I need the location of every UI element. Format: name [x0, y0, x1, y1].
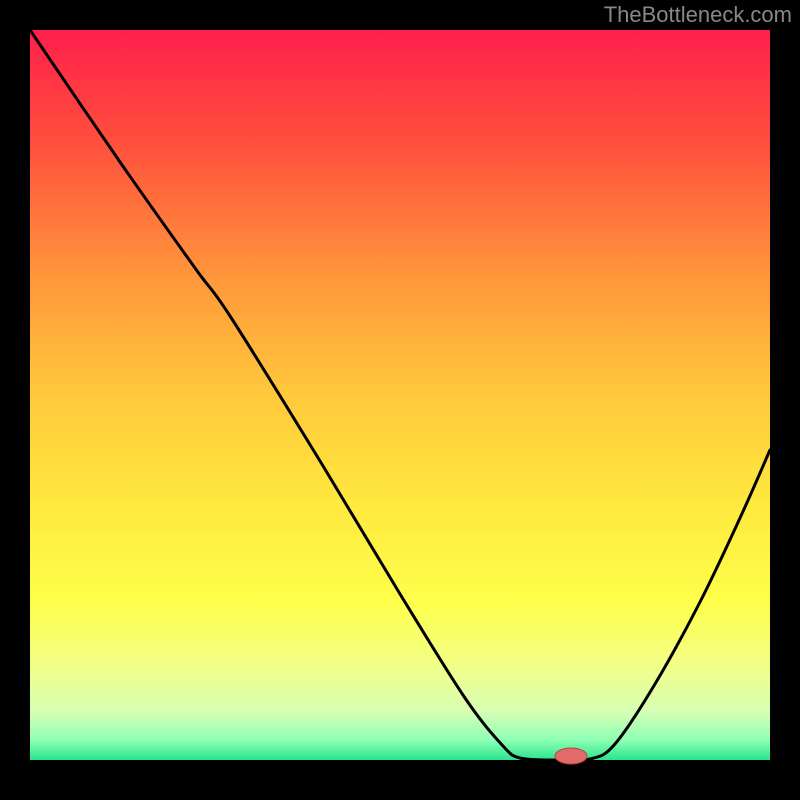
bottleneck-chart [0, 0, 800, 800]
chart-background [30, 30, 770, 762]
chart-container: TheBottleneck.com [0, 0, 800, 800]
watermark-text: TheBottleneck.com [604, 2, 792, 28]
optimal-marker [555, 748, 587, 764]
